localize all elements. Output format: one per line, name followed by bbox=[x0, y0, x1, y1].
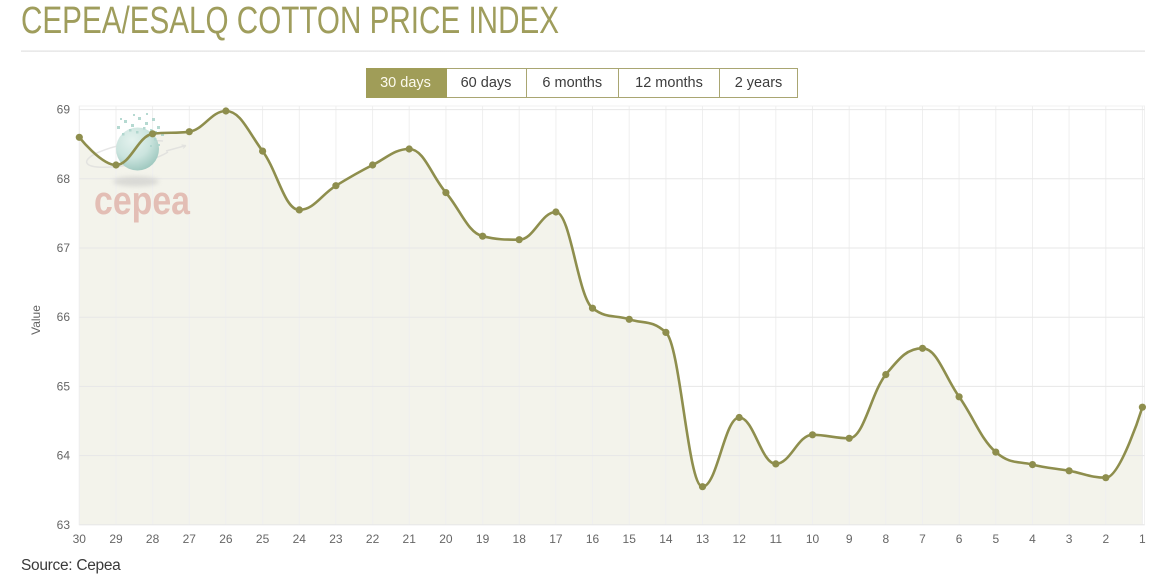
svg-text:2: 2 bbox=[1102, 532, 1109, 546]
svg-text:65: 65 bbox=[57, 379, 71, 393]
svg-text:8: 8 bbox=[882, 532, 889, 546]
svg-text:68: 68 bbox=[57, 172, 71, 186]
svg-text:66: 66 bbox=[57, 310, 71, 324]
svg-text:28: 28 bbox=[146, 532, 160, 546]
svg-text:20: 20 bbox=[439, 532, 453, 546]
svg-text:19: 19 bbox=[476, 532, 490, 546]
svg-text:14: 14 bbox=[659, 532, 673, 546]
svg-text:6: 6 bbox=[956, 532, 963, 546]
svg-text:10: 10 bbox=[806, 532, 820, 546]
svg-text:15: 15 bbox=[623, 532, 637, 546]
svg-text:16: 16 bbox=[586, 532, 600, 546]
svg-text:4: 4 bbox=[1029, 532, 1036, 546]
svg-text:64: 64 bbox=[57, 449, 71, 463]
svg-text:1: 1 bbox=[1139, 532, 1146, 546]
svg-text:22: 22 bbox=[366, 532, 380, 546]
svg-text:9: 9 bbox=[846, 532, 853, 546]
svg-text:29: 29 bbox=[109, 532, 123, 546]
svg-text:13: 13 bbox=[696, 532, 710, 546]
svg-text:3: 3 bbox=[1066, 532, 1073, 546]
svg-text:Value: Value bbox=[29, 305, 43, 335]
svg-text:27: 27 bbox=[183, 532, 197, 546]
svg-text:17: 17 bbox=[549, 532, 563, 546]
svg-text:26: 26 bbox=[219, 532, 233, 546]
svg-text:25: 25 bbox=[256, 532, 270, 546]
svg-text:7: 7 bbox=[919, 532, 926, 546]
svg-text:69: 69 bbox=[57, 103, 71, 117]
svg-text:12: 12 bbox=[733, 532, 747, 546]
svg-text:18: 18 bbox=[513, 532, 527, 546]
svg-text:5: 5 bbox=[992, 532, 999, 546]
svg-text:30: 30 bbox=[73, 532, 87, 546]
svg-text:11: 11 bbox=[770, 532, 783, 546]
svg-text:24: 24 bbox=[293, 532, 307, 546]
svg-text:cepea: cepea bbox=[94, 179, 191, 223]
svg-text:21: 21 bbox=[403, 532, 417, 546]
svg-text:23: 23 bbox=[329, 532, 343, 546]
svg-text:63: 63 bbox=[57, 518, 71, 532]
svg-text:67: 67 bbox=[57, 241, 71, 255]
